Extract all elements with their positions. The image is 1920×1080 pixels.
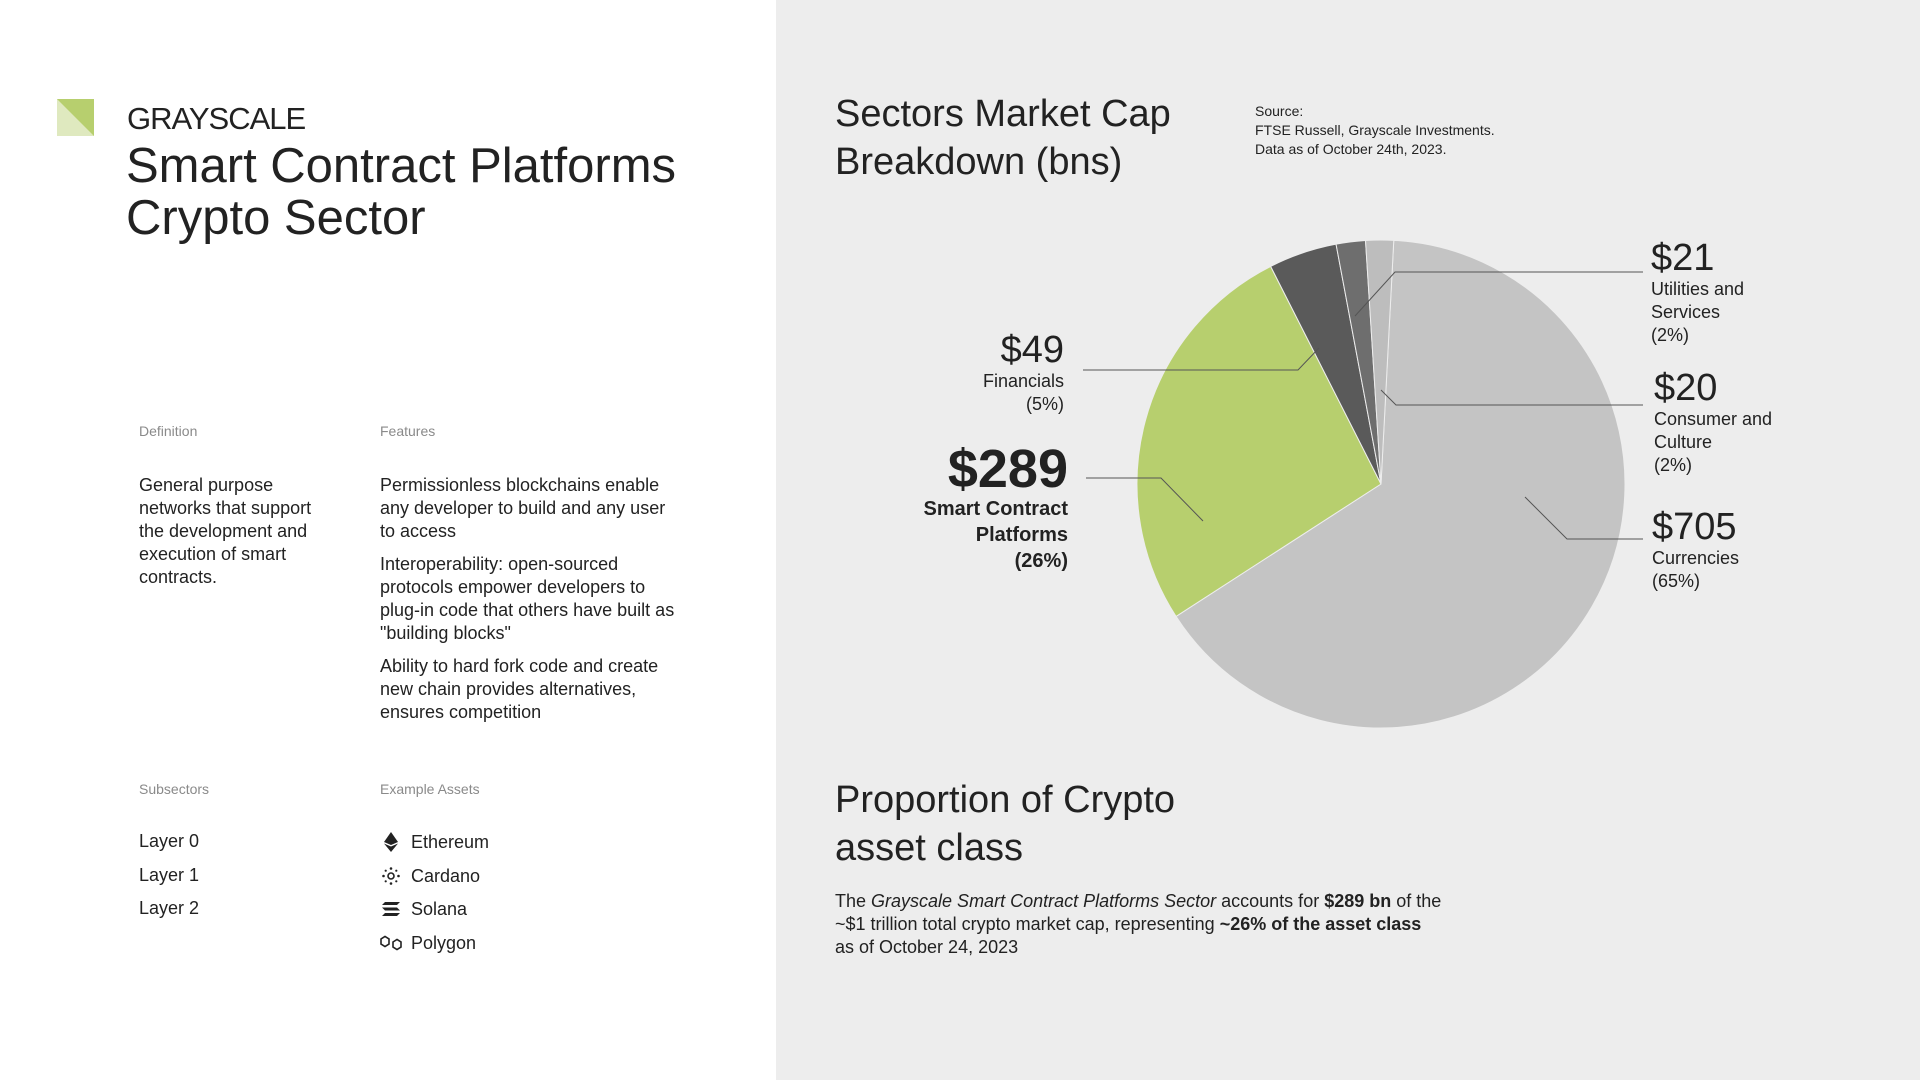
ethereum-icon xyxy=(380,831,402,853)
asset-name: Cardano xyxy=(411,865,481,886)
page-title: Smart Contract Platforms Crypto Sector xyxy=(126,140,746,244)
asset-item-polygon: Polygon xyxy=(380,932,476,954)
definition-label: Definition xyxy=(139,423,198,439)
page-title-line1: Smart Contract Platforms xyxy=(126,139,677,193)
brand-name: GRAYSCALE xyxy=(127,101,306,136)
feature-item: Permissionless blockchains enable any de… xyxy=(380,475,666,541)
subsector-item: Layer 0 xyxy=(139,831,200,851)
feature-item: Ability to hard fork code and create new… xyxy=(380,656,659,722)
left-panel xyxy=(0,0,776,1080)
source-line: Source: xyxy=(1255,103,1304,119)
asset-name: Solana xyxy=(411,898,468,919)
asset-item-cardano: Cardano xyxy=(380,865,480,887)
subsector-item: Layer 1 xyxy=(139,865,200,885)
asset-item-solana: Solana xyxy=(380,898,467,920)
source-line: Data as of October 24th, 2023. xyxy=(1255,141,1447,157)
definition-text: General purpose networks that support th… xyxy=(139,475,312,587)
grayscale-logo-icon xyxy=(57,99,94,136)
text-run: as of October 24, 2023 xyxy=(835,937,1019,957)
highlight-share: ~26% of the asset class xyxy=(1219,914,1422,934)
subsectors-label: Subsectors xyxy=(139,781,210,797)
cardano-icon xyxy=(380,865,402,887)
proportion-text: The Grayscale Smart Contract Platforms S… xyxy=(835,890,1495,959)
proportion-title-line2: asset class xyxy=(835,827,1023,869)
chart-title: Sectors Market Cap Breakdown (bns) xyxy=(835,90,1235,186)
text-run: The xyxy=(835,891,872,911)
proportion-title: Proportion of Crypto asset class xyxy=(835,776,1335,872)
features-list: Permissionless blockchains enable any de… xyxy=(380,474,680,734)
chart-title-line1: Sectors Market Cap xyxy=(835,93,1171,135)
page-title-line2: Crypto Sector xyxy=(126,191,426,245)
asset-name: Polygon xyxy=(411,932,477,953)
highlight-value: $289 bn xyxy=(1324,891,1392,911)
example-assets-label: Example Assets xyxy=(380,781,480,797)
features-label: Features xyxy=(380,423,436,439)
feature-item: Interoperability: open-sourced protocols… xyxy=(380,554,675,643)
text-run: accounts for xyxy=(1216,891,1325,911)
source-note: Source: FTSE Russell, Grayscale Investme… xyxy=(1255,102,1495,159)
proportion-title-line1: Proportion of Crypto xyxy=(835,779,1176,821)
text-run: ~$1 trillion total crypto market cap, re… xyxy=(835,914,1220,934)
source-line: FTSE Russell, Grayscale Investments. xyxy=(1255,122,1495,138)
chart-title-line2: Breakdown (bns) xyxy=(835,141,1123,183)
subsector-item: Layer 2 xyxy=(139,898,200,918)
solana-icon xyxy=(380,898,402,920)
polygon-icon xyxy=(380,932,402,954)
sector-name-italic: Grayscale Smart Contract Platforms Secto… xyxy=(871,891,1217,911)
asset-name: Ethereum xyxy=(411,831,490,852)
text-run: of the xyxy=(1391,891,1442,911)
asset-item-ethereum: Ethereum xyxy=(380,831,489,853)
